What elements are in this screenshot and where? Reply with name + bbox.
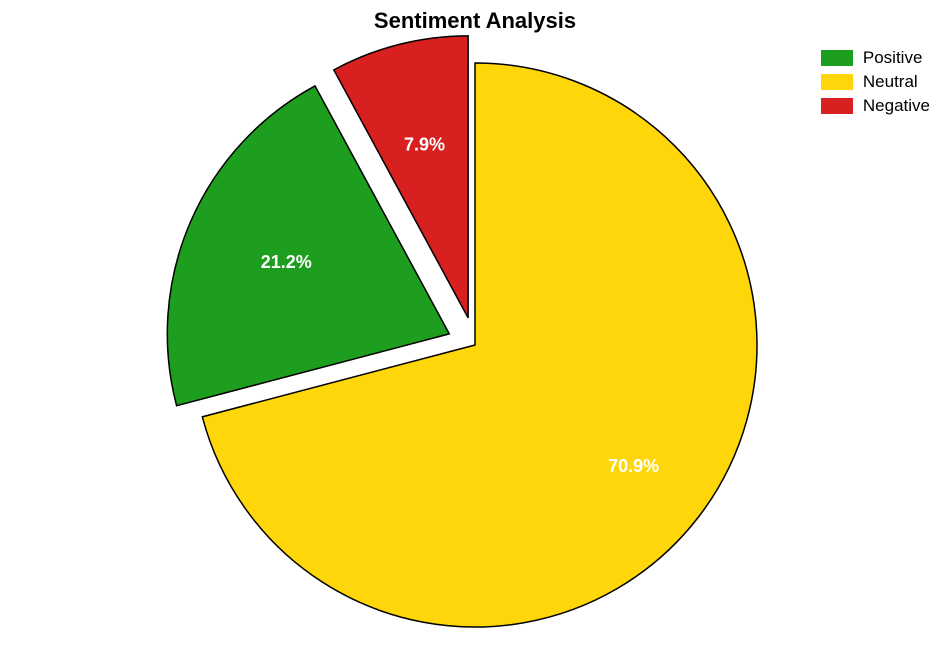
legend-item-positive: Positive xyxy=(821,48,930,68)
pie-chart: 70.9% 21.2% 7.9% xyxy=(0,0,950,662)
pie-slice-label-negative: 7.9% xyxy=(404,134,445,154)
chart-container: Sentiment Analysis 70.9%21.2%7.9% Positi… xyxy=(0,0,950,662)
pie-slice-label-neutral: 70.9% xyxy=(608,456,659,476)
legend-label: Negative xyxy=(863,96,930,116)
legend-swatch xyxy=(821,98,853,114)
legend-item-negative: Negative xyxy=(821,96,930,116)
legend-swatch xyxy=(821,50,853,66)
legend-item-neutral: Neutral xyxy=(821,72,930,92)
legend-swatch xyxy=(821,74,853,90)
legend-label: Positive xyxy=(863,48,923,68)
legend: Positive Neutral Negative xyxy=(821,48,930,120)
pie-slice-label-positive: 21.2% xyxy=(261,252,312,272)
legend-label: Neutral xyxy=(863,72,918,92)
